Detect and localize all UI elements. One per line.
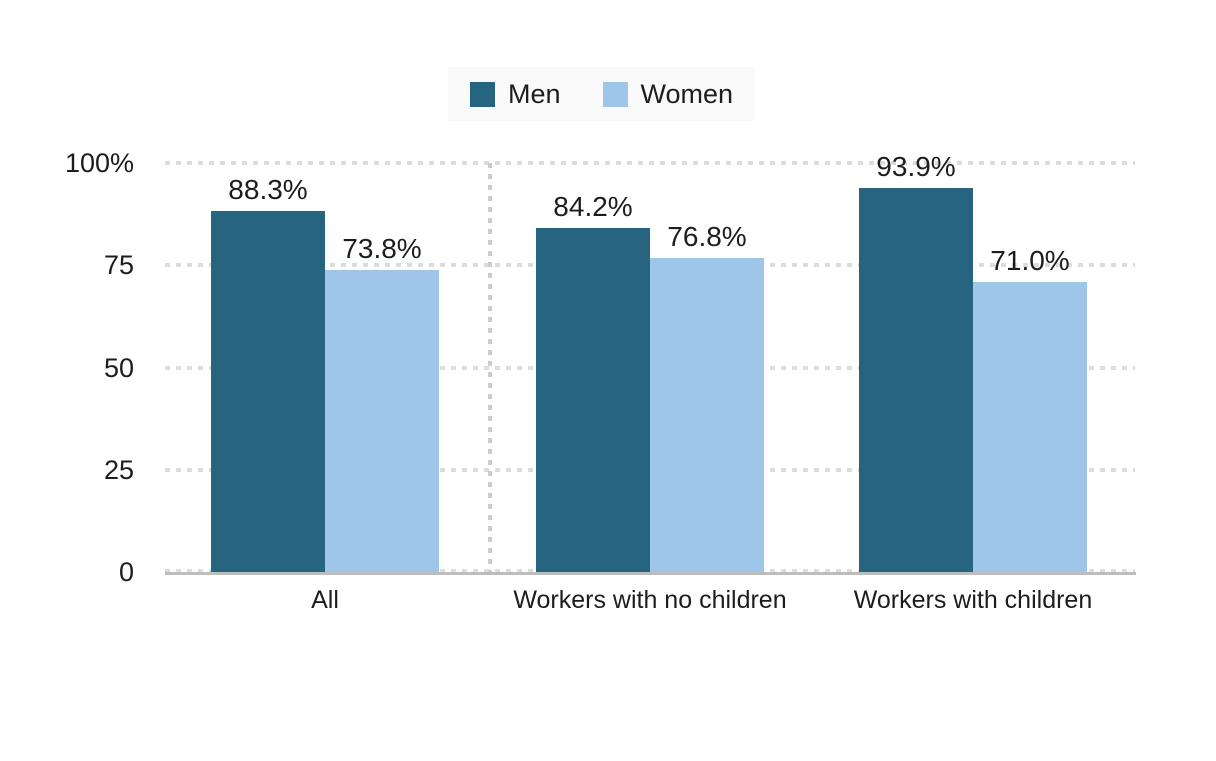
value-label-men-2: 84.2% [553,190,633,222]
y-axis-tick-label: 100% [64,148,134,178]
bar-women-3 [973,281,1087,572]
legend-item-women: Women [602,78,734,109]
value-label-men-3: 93.9% [876,150,956,182]
x-axis-baseline [165,572,1136,575]
legend-item-men: Men [470,78,561,109]
legend-label-men: Men [508,78,561,109]
category-label-1: All [311,586,339,614]
legend-label-women: Women [640,78,734,109]
bar-men-3 [859,187,973,572]
gridline-100 [165,161,1135,165]
bar-women-1 [325,270,439,572]
bar-men-1 [211,210,325,572]
men-series-swatch-icon [470,81,495,107]
y-axis-tick-label: 75 [103,250,134,281]
chart-legend: Men Women [448,67,756,121]
category-label-2: Workers with no children [513,586,787,614]
women-series-swatch-icon [602,81,628,107]
y-axis-tick-label: 50 [103,352,134,383]
value-label-women-3: 71.0% [990,244,1070,276]
y-axis-tick-label: 25 [103,454,134,485]
bar-men-2 [536,227,650,572]
value-label-men-1: 88.3% [228,173,308,205]
value-label-women-2: 76.8% [667,220,747,252]
category-label-3: Workers with children [853,586,1093,614]
value-label-women-1: 73.8% [342,233,422,265]
bar-women-2 [650,257,764,572]
y-axis-tick-label: 0 [118,557,134,587]
group-divider-line [488,163,492,572]
